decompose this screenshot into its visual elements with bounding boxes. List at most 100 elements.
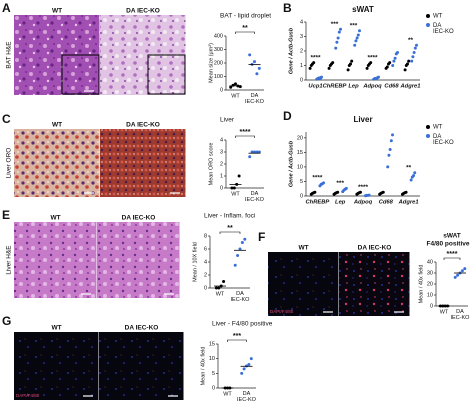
x-tick-label: ChREBP [305,200,329,206]
legend-label: DA IEC-KO [433,134,454,146]
data-point [410,59,414,63]
data-point [385,65,389,69]
data-point [222,280,226,283]
data-point [365,66,369,70]
data-point [255,72,259,76]
data-point [463,267,467,271]
y-tick-label: 5 [300,179,303,185]
y-axis-label: Mean / 40x field [418,265,424,304]
y-tick-label: 3 [220,149,223,155]
image-label: DA IEC-KO [122,215,156,222]
legend-marker [426,134,430,138]
y-axis-label: Gene / Actb-Gusb [288,27,294,74]
significance-label: **** [310,54,321,61]
legend-label: WT [433,14,443,20]
data-point [336,190,340,194]
data-point [377,75,381,79]
y-tick-label: 15 [297,150,303,156]
y-tick-label: 20 [297,135,303,141]
chart-subtitle: F4/80 positive [427,241,470,248]
data-point [232,186,236,190]
y-tick-label: 3 [300,34,303,40]
y-tick-label: 40 [427,259,433,265]
data-point [320,75,324,79]
data-point [214,286,218,290]
x-tick-label: WT [440,309,449,315]
micrograph [97,222,180,298]
image-label: DA IEC-KO [125,325,159,332]
data-point [381,190,385,194]
data-point [404,190,408,194]
significance-label: **** [358,184,369,191]
data-point [405,62,409,66]
data-point [337,30,341,34]
micrograph [268,252,339,316]
x-tick-label: Cd68 [379,200,394,206]
image-side-label: Liver ORO [6,148,13,179]
y-tick-label: 6 [204,246,207,252]
x-tick-label: Ucp1 [308,84,322,90]
data-point [409,178,413,182]
chart-title: sWAT [443,233,461,240]
data-point [355,36,359,40]
x-tick-label: WT [216,291,225,297]
data-point [403,68,407,72]
y-tick-label: 0 [212,385,215,391]
image-label: WT [52,122,62,129]
significance-label: ** [408,37,414,44]
data-point [369,61,373,65]
panel-letter: C [2,112,11,126]
image-label: WT [298,245,308,252]
micrograph-inset [61,54,100,95]
data-point [229,85,233,89]
chart-title: Liver - Inflam. foci [204,213,255,220]
y-tick-label: 10 [427,292,433,298]
data-point [253,60,256,64]
stain-label: DAPI/F4/80 [16,393,40,398]
legend-marker [426,125,430,129]
x-tick-label: Adgre1 [398,200,419,206]
data-point [255,150,259,154]
data-point [331,61,335,65]
data-point [350,59,354,63]
data-point [453,275,457,279]
significance-label: ** [242,25,248,32]
data-point [386,165,390,169]
data-point [237,174,241,178]
significance-label: *** [331,21,339,28]
panel-letter: A [2,1,11,15]
image-label: WT [50,215,60,222]
data-point [242,367,246,371]
x-tick-label: DA IEC-KO [245,93,265,105]
data-point [346,68,350,72]
y-tick-label: 0 [300,193,303,199]
x-tick-label: Lep [348,84,359,90]
data-point [354,39,358,43]
legend-label: DA IEC-KO [433,23,454,35]
image-label: WT [51,325,61,332]
data-point [411,55,415,59]
panel-letter: F [258,230,265,244]
y-tick-label: 8 [204,233,207,239]
y-tick-label: 0 [220,87,223,93]
data-point [339,27,343,31]
legend-label: WT [433,125,443,131]
data-point [335,40,339,44]
y-tick-label: 15 [209,341,215,347]
data-point [456,273,460,277]
y-axis-label: Mean / 10X field [192,242,198,282]
x-tick-label: Adgre1 [400,84,421,90]
data-point [353,43,357,47]
image-label: DA IEC-KO [126,8,160,15]
significance-label: ** [406,164,412,171]
chart-title: BAT - lipid droplet [220,13,271,20]
y-tick-label: 0 [204,285,207,291]
data-point [313,190,317,194]
significance-bracket [219,231,241,234]
y-tick-label: 300 [214,47,223,53]
y-tick-label: 10 [209,356,215,362]
significance-label: *** [336,180,344,187]
y-tick-label: 30 [427,270,433,276]
data-point [356,33,360,37]
micrograph [339,252,410,316]
